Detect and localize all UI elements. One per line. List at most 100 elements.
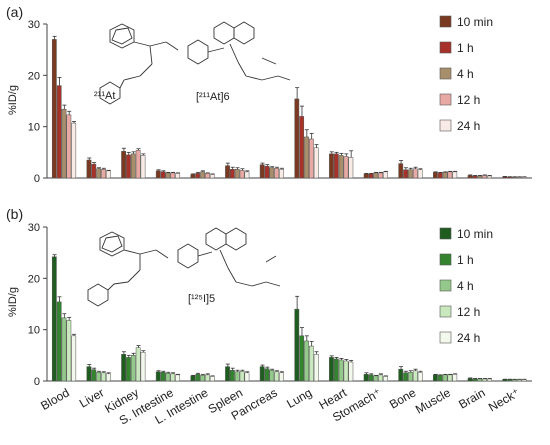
legend-swatch [439, 41, 452, 54]
bar [160, 372, 166, 382]
bar [487, 175, 492, 179]
legend-label: 1 h [457, 41, 474, 55]
bar [373, 172, 379, 179]
bar [274, 371, 280, 382]
bar [447, 171, 453, 179]
bar [96, 168, 102, 179]
bar [348, 361, 354, 382]
y-tick-label: 20 [28, 70, 40, 82]
bar [294, 98, 300, 179]
bar [155, 371, 161, 382]
bar [512, 379, 517, 382]
bar [205, 374, 210, 382]
bar [452, 374, 458, 382]
legend-label: 1 h [457, 253, 474, 267]
panel-b-label: (b) [6, 206, 23, 222]
legend-label: 24 h [457, 119, 480, 133]
bar [398, 163, 404, 179]
bar [333, 358, 339, 382]
y-tick-label: 10 [28, 325, 40, 337]
molecule-structure-a [99, 21, 291, 105]
bar [279, 372, 284, 382]
bar [343, 156, 349, 179]
bar [126, 154, 131, 179]
legend-label: 24 h [457, 331, 480, 345]
bar [433, 374, 438, 382]
bar [105, 170, 111, 179]
x-category-label: Neck⁺ [486, 385, 522, 414]
bar [165, 172, 171, 179]
bar [244, 171, 250, 179]
bar [175, 374, 181, 382]
bar [363, 374, 369, 382]
legend-label: 10 min [457, 227, 493, 241]
bar [234, 371, 240, 382]
bar [487, 378, 492, 382]
bar [412, 370, 418, 382]
bar [403, 169, 408, 179]
bar [521, 379, 527, 382]
bar [279, 169, 284, 179]
bar [130, 355, 136, 382]
legend-label: 4 h [457, 279, 474, 293]
bar [51, 39, 57, 179]
bar [343, 360, 349, 382]
bar [56, 85, 62, 179]
legend-swatch [439, 279, 452, 292]
bar [170, 172, 176, 179]
bar [378, 374, 384, 382]
bar [140, 352, 146, 382]
bar [368, 374, 374, 382]
bar [313, 147, 319, 179]
bar [368, 173, 374, 179]
legend-swatch [439, 253, 452, 266]
bar [308, 138, 314, 179]
bar [437, 172, 443, 179]
bar [412, 168, 418, 179]
bar [472, 378, 478, 382]
legend-label: 12 h [457, 305, 480, 319]
bar [304, 340, 309, 382]
bar [338, 359, 344, 382]
bar [502, 379, 508, 382]
bar [348, 157, 354, 179]
bar [477, 378, 483, 382]
legend-swatch [439, 119, 452, 132]
bar [269, 167, 275, 179]
bar [121, 151, 126, 179]
bar [329, 357, 334, 382]
legend-swatch [439, 227, 452, 240]
bar [259, 366, 265, 382]
panel-a-y-axis-title: %ID/g [7, 85, 19, 115]
bar [264, 165, 270, 179]
bar [239, 170, 245, 179]
bar [363, 173, 369, 179]
bar [502, 176, 508, 179]
bar [304, 136, 309, 179]
bar [333, 153, 339, 179]
x-category-label: Lung [284, 385, 314, 410]
bar [61, 317, 67, 382]
x-category-label: Liver [77, 385, 107, 410]
y-tick-label: 30 [28, 19, 40, 31]
bar [417, 169, 423, 179]
bar [230, 169, 235, 179]
x-category-label: Brain [456, 385, 487, 411]
bar [437, 375, 443, 382]
bar [225, 366, 230, 382]
bar [86, 159, 92, 179]
bar [433, 172, 438, 179]
legend-swatch [439, 15, 452, 28]
molecule-structure-b [87, 227, 281, 307]
bar [239, 370, 245, 382]
bar [101, 372, 106, 382]
bar [472, 175, 478, 179]
bar [383, 171, 388, 179]
bar [308, 345, 314, 382]
panel-b-y-axis-title: %ID/g [7, 287, 19, 317]
bar [299, 116, 305, 179]
y-tick-label: 10 [28, 122, 40, 134]
bar [482, 378, 487, 382]
bar [408, 169, 413, 179]
